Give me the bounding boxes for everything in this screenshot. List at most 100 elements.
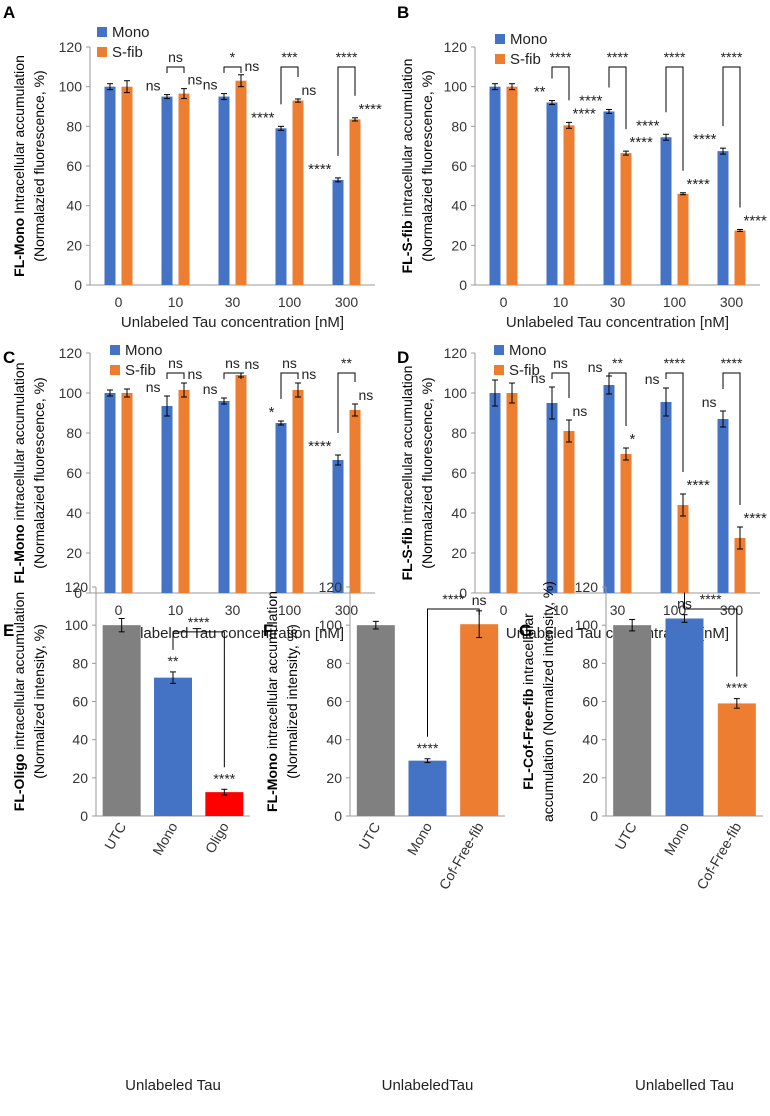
y-axis-label-rest: intracellular accumulation (399, 59, 415, 221)
significance-bracket (280, 372, 299, 399)
y-tick-label: 80 (66, 118, 82, 134)
y-tick-label: 120 (319, 579, 343, 595)
y-axis-label-bold: FL-Cof-Free-fib (520, 689, 536, 790)
significance-label: ns (588, 359, 603, 375)
x-tick-label: 0 (115, 602, 123, 618)
significance-bracket (551, 66, 570, 101)
significance-label: ns (188, 366, 203, 382)
y-tick-label: 40 (451, 505, 467, 521)
bar-mono (332, 460, 344, 593)
y-tick-label: 60 (582, 694, 598, 710)
bar-mono (275, 423, 287, 593)
significance-label: ns (531, 370, 546, 386)
bar-mono (660, 402, 672, 593)
y-tick-label: 80 (66, 425, 82, 441)
bar-mono (218, 401, 230, 593)
y-tick-label: 80 (451, 118, 467, 134)
y-tick-label: 100 (59, 79, 83, 95)
bar-mono (603, 385, 615, 593)
y-tick-label: 120 (444, 39, 468, 55)
legend-swatch-mono (494, 345, 504, 355)
bracket-label: ns (168, 49, 183, 65)
panel-letter: B (397, 3, 409, 22)
significance-bracket (172, 631, 225, 768)
y-tick-label: 20 (66, 237, 82, 253)
x-axis-label: Unlabelled Tau (635, 1077, 734, 1094)
bracket-label: **** (700, 591, 722, 607)
x-tick-label: 300 (720, 294, 744, 310)
legend-swatch-s-fib (494, 365, 504, 375)
bar-s-fib (292, 390, 304, 593)
significance-label: ns (203, 77, 218, 93)
significance-label: **** (573, 105, 597, 122)
legend-label: S-fib (125, 362, 156, 379)
bracket-label: ns (282, 355, 297, 371)
y-tick-label: 40 (451, 198, 467, 214)
panel-letter: F (263, 621, 273, 640)
x-axis-label: Unlabeled Tau (125, 1077, 221, 1094)
bar-mono (489, 86, 501, 286)
bar-s-fib (178, 390, 190, 593)
x-tick-label: 300 (335, 294, 359, 310)
y-tick-label: 100 (444, 79, 468, 95)
significance-label: ** (168, 653, 179, 669)
legend-label: S-fib (509, 362, 540, 379)
y-tick-label: 80 (451, 425, 467, 441)
x-tick-label: 30 (610, 602, 626, 618)
bracket-label: ** (341, 355, 352, 371)
x-tick-label: 100 (663, 602, 687, 618)
significance-label: **** (636, 117, 660, 134)
y-tick-label: 120 (444, 345, 468, 361)
y-tick-label: 120 (59, 39, 83, 55)
bar-mono (717, 151, 729, 285)
significance-bracket (337, 66, 356, 156)
y-tick-label: 40 (66, 505, 82, 521)
y-axis-label: FL-S-fib intracellular accumulation (399, 59, 415, 274)
y-tick-label: 40 (72, 732, 88, 748)
legend-swatch-s-fib (110, 365, 120, 375)
significance-label: ** (534, 84, 546, 101)
significance-label: ns (245, 58, 260, 74)
x-tick-label: Mono (149, 819, 180, 858)
bar-s-fib (563, 431, 575, 593)
bar-mono (332, 179, 344, 285)
y-axis-label: FL-S-fib intracellular accumulation (399, 366, 415, 581)
bracket-label: * (230, 49, 236, 65)
x-tick-label: 30 (225, 602, 241, 618)
y-axis-label-line2: (Normalazied fluorescence, %) (31, 377, 47, 568)
significance-label: **** (308, 161, 332, 178)
significance-label: **** (213, 770, 235, 786)
significance-label: * (630, 431, 636, 448)
significance-bracket (608, 372, 627, 426)
legend-label: Mono (112, 24, 150, 41)
bar-mono (154, 677, 192, 816)
bracket-label: **** (664, 49, 686, 65)
bracket-label: **** (664, 355, 686, 371)
y-axis-label-rest: intracellular accumulation (11, 592, 27, 754)
significance-bracket (337, 372, 356, 433)
x-tick-label: 0 (115, 294, 123, 310)
y-tick-label: 20 (582, 770, 598, 786)
bracket-label: **** (336, 49, 358, 65)
y-axis-label-line2: (Normalazied fluorescence, %) (419, 70, 435, 261)
bracket-label: **** (188, 614, 210, 630)
panel-letter: G (519, 621, 532, 640)
bar-s-fib (349, 410, 361, 593)
y-tick-label: 120 (65, 579, 89, 595)
y-axis-label: FL-Mono intracellular accumulation (11, 363, 27, 584)
bracket-label: **** (721, 355, 743, 371)
bar-mono (104, 86, 116, 286)
x-tick-label: 100 (278, 602, 302, 618)
y-axis-label-bold: FL-S-fib (399, 527, 415, 580)
chart-panel-g: G 0 20 40 60 80 100 120 FL-Cof-Free-fib intracel… (519, 579, 763, 1094)
y-axis-label-rest: Intracellular accumulation (11, 55, 27, 218)
significance-label: **** (687, 176, 711, 193)
bracket-label: *** (281, 49, 298, 65)
y-tick-label: 40 (66, 198, 82, 214)
bar-mono (218, 96, 230, 285)
y-axis-label-line2: (Normalized intensity, %) (31, 624, 47, 779)
